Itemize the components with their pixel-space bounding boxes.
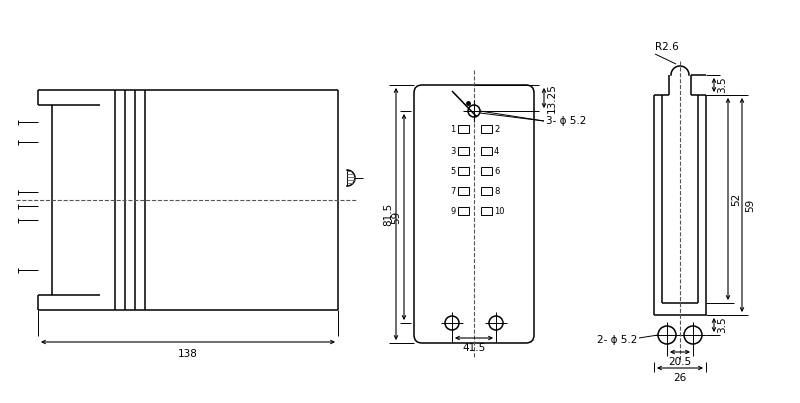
Text: 7: 7 (450, 187, 455, 195)
Text: 20.5: 20.5 (669, 357, 691, 367)
Bar (481, 207, 492, 215)
Bar (458, 167, 469, 175)
Bar (458, 147, 469, 155)
Text: 52: 52 (731, 192, 741, 206)
Text: 138: 138 (178, 349, 198, 359)
Text: 2: 2 (494, 125, 499, 133)
Text: 3.5: 3.5 (717, 317, 727, 333)
Bar (481, 187, 492, 195)
Text: 5: 5 (450, 166, 455, 175)
Text: 2- ϕ 5.2: 2- ϕ 5.2 (597, 335, 637, 345)
Text: 1: 1 (450, 125, 455, 133)
Bar (481, 147, 492, 155)
Text: 41.5: 41.5 (462, 343, 486, 353)
Bar (481, 167, 492, 175)
Text: 59: 59 (391, 210, 401, 224)
Text: 8: 8 (494, 187, 499, 195)
Text: 10: 10 (494, 206, 505, 216)
Text: 59: 59 (745, 198, 755, 212)
Bar (458, 187, 469, 195)
Text: 3- ϕ 5.2: 3- ϕ 5.2 (546, 116, 586, 126)
Text: 3.5: 3.5 (717, 77, 727, 93)
Bar (481, 125, 492, 133)
Text: 9: 9 (450, 206, 455, 216)
Text: 4: 4 (494, 147, 499, 156)
Bar (458, 125, 469, 133)
Text: 26: 26 (674, 373, 686, 383)
Text: 3: 3 (450, 147, 455, 156)
Text: 6: 6 (494, 166, 499, 175)
Text: 13.25: 13.25 (547, 83, 557, 113)
Bar (458, 207, 469, 215)
Text: R2.6: R2.6 (655, 42, 678, 52)
Text: 81.5: 81.5 (383, 202, 393, 226)
